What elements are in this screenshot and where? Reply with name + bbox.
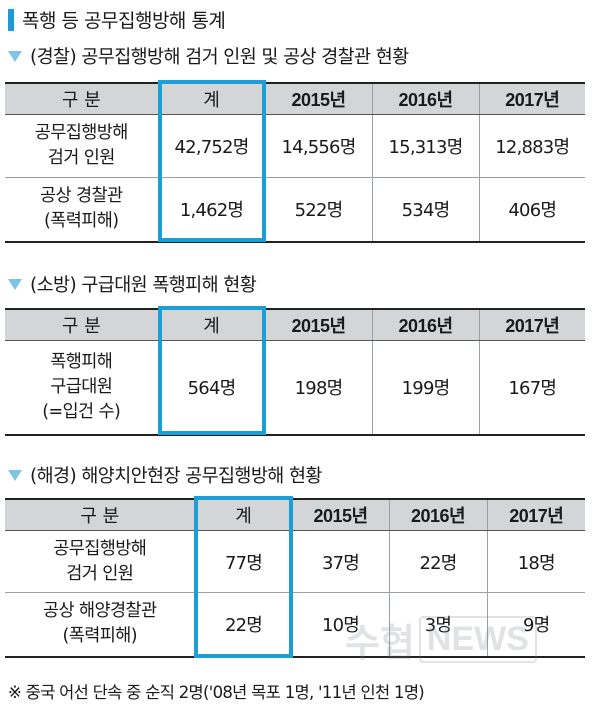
section-title-text: (해경) 해양치안현장 공무집행방해 현황 — [30, 466, 322, 487]
row-label: 공상 해양경찰관 (폭력피해) — [5, 592, 196, 657]
cell-value: 167명 — [478, 340, 585, 435]
table-police: 구 분 계 2015년 2016년 2017년 공무집행방해 검거 인원 42,… — [5, 82, 585, 243]
row-label: 폭행피해 구급대원 (=입건 수) — [5, 340, 159, 435]
header-category: 구 분 — [5, 82, 159, 115]
row-label: 공상 경찰관 (폭력피해) — [5, 177, 159, 242]
section-title-text: (경찰) 공무집행방해 검거 인원 및 공상 경찰관 현황 — [30, 47, 409, 68]
cell-value: 37명 — [291, 530, 390, 593]
cell-total: 22명 — [194, 592, 293, 657]
table-row: 공상 해양경찰관 (폭력피해) 22명 10명 3명 9명 — [5, 592, 585, 657]
footnote: ※ 중국 어선 단속 중 순직 2명('08년 목포 1명, '11년 인천 1… — [8, 683, 425, 702]
cell-value: 9명 — [486, 592, 585, 657]
table-header-row: 구 분 계 2015년 2016년 2017년 — [5, 308, 585, 341]
triangle-icon — [8, 50, 22, 62]
table-row: 공무집행방해 검거 인원 42,752명 14,556명 15,313명 12,… — [5, 114, 585, 178]
cell-total: 42,752명 — [157, 114, 266, 178]
section-title-police: (경찰) 공무집행방해 검거 인원 및 공상 경찰관 현황 — [8, 43, 409, 69]
header-total: 계 — [157, 308, 266, 341]
total-column-highlight — [158, 306, 266, 435]
header-year: 2017년 — [478, 308, 585, 341]
section-title-coastguard: (해경) 해양치안현장 공무집행방해 현황 — [8, 462, 322, 488]
cell-value: 15,313명 — [371, 114, 480, 178]
watermark-logo: 수협 NEWS — [345, 612, 537, 667]
page-title: 폭행 등 공무집행방해 통계 — [8, 6, 226, 33]
triangle-icon — [8, 278, 22, 290]
title-accent-bar — [8, 8, 14, 31]
header-year: 2016년 — [371, 82, 480, 115]
header-category: 구 분 — [5, 308, 159, 341]
header-year: 2017년 — [486, 498, 585, 531]
cell-total: 1,462명 — [157, 177, 266, 242]
cell-value: 534명 — [371, 177, 480, 242]
table-header-row: 구 분 계 2015년 2016년 2017년 — [5, 82, 585, 115]
cell-value: 22명 — [388, 530, 488, 593]
header-year: 2016년 — [371, 308, 480, 341]
section-title-text: (소방) 구급대원 폭행피해 현황 — [30, 275, 257, 296]
table-row: 공상 경찰관 (폭력피해) 1,462명 522명 534명 406명 — [5, 177, 585, 242]
total-column-highlight — [194, 496, 293, 658]
header-year: 2015년 — [291, 498, 390, 531]
section-title-fire: (소방) 구급대원 폭행피해 현황 — [8, 271, 257, 297]
cell-value: 522명 — [264, 177, 373, 242]
header-year: 2015년 — [264, 308, 373, 341]
table-fire: 구 분 계 2015년 2016년 2017년 폭행피해 구급대원 (=입건 수… — [5, 308, 585, 436]
watermark-text-en: NEWS — [418, 616, 537, 663]
cell-value: 14,556명 — [264, 114, 373, 178]
page-title-text: 폭행 등 공무집행방해 통계 — [22, 10, 226, 32]
table-row: 공무집행방해 검거 인원 77명 37명 22명 18명 — [5, 530, 585, 593]
table-row: 폭행피해 구급대원 (=입건 수) 564명 198명 199명 167명 — [5, 340, 585, 435]
cell-value: 199명 — [371, 340, 480, 435]
cell-value: 18명 — [486, 530, 585, 593]
header-year: 2016년 — [388, 498, 488, 531]
cell-value: 10명 — [291, 592, 390, 657]
header-category: 구 분 — [5, 498, 196, 531]
total-column-highlight — [158, 80, 266, 242]
table-coastguard: 구 분 계 2015년 2016년 2017년 공무집행방해 검거 인원 77명… — [5, 498, 585, 658]
triangle-icon — [8, 469, 22, 481]
row-label: 공무집행방해 검거 인원 — [5, 114, 159, 178]
row-label: 공무집행방해 검거 인원 — [5, 530, 196, 593]
cell-total: 77명 — [194, 530, 293, 593]
table-header-row: 구 분 계 2015년 2016년 2017년 — [5, 498, 585, 531]
cell-value: 12,883명 — [478, 114, 585, 178]
cell-value: 198명 — [264, 340, 373, 435]
header-year: 2017년 — [478, 82, 585, 115]
header-total: 계 — [157, 82, 266, 115]
watermark-text-ko: 수협 — [345, 621, 415, 665]
cell-value: 3명 — [388, 592, 488, 657]
cell-value: 406명 — [478, 177, 585, 242]
header-year: 2015년 — [264, 82, 373, 115]
